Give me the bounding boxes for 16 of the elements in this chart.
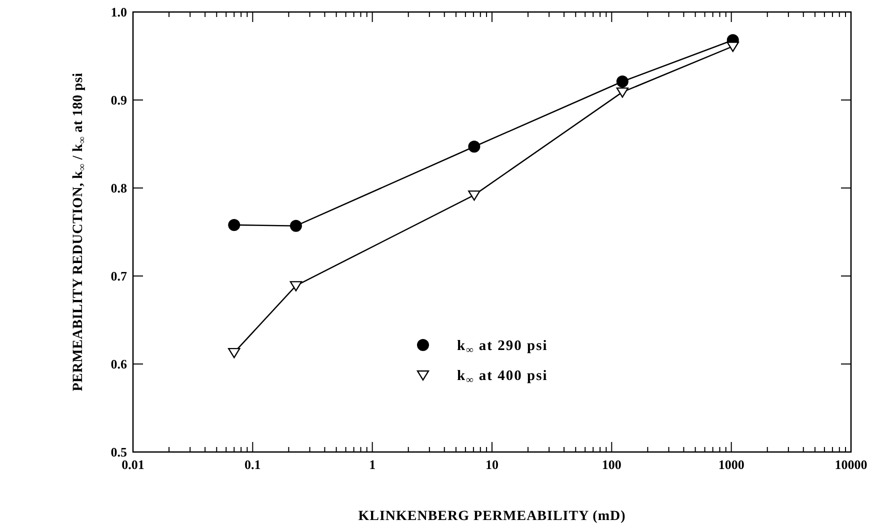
x-axis-title: KLINKENBERG PERMEABILITY (mD) xyxy=(358,509,626,524)
legend-label: k$_{∞}$ at 290 psi xyxy=(457,338,548,356)
y-tick-label: 0.5 xyxy=(110,444,128,460)
y-tick-label: 0.6 xyxy=(110,356,128,372)
x-tick-label: 1 xyxy=(369,457,376,472)
legend-label: k$_{∞}$ at 400 psi xyxy=(457,368,548,386)
x-tick-label: 1000 xyxy=(718,457,744,472)
y-tick-label: 0.8 xyxy=(110,180,128,196)
x-tick-label: 0.01 xyxy=(122,457,144,472)
x-tick-label: 10 xyxy=(486,457,498,472)
x-tick-label: 0.1 xyxy=(244,457,261,472)
y-tick-label: 0.7 xyxy=(110,268,128,284)
y-tick-label: 1.0 xyxy=(110,4,127,20)
x-tick-label: 10000 xyxy=(834,457,868,472)
y-tick-label: 0.9 xyxy=(110,92,128,108)
x-tick-label: 100 xyxy=(602,457,622,472)
